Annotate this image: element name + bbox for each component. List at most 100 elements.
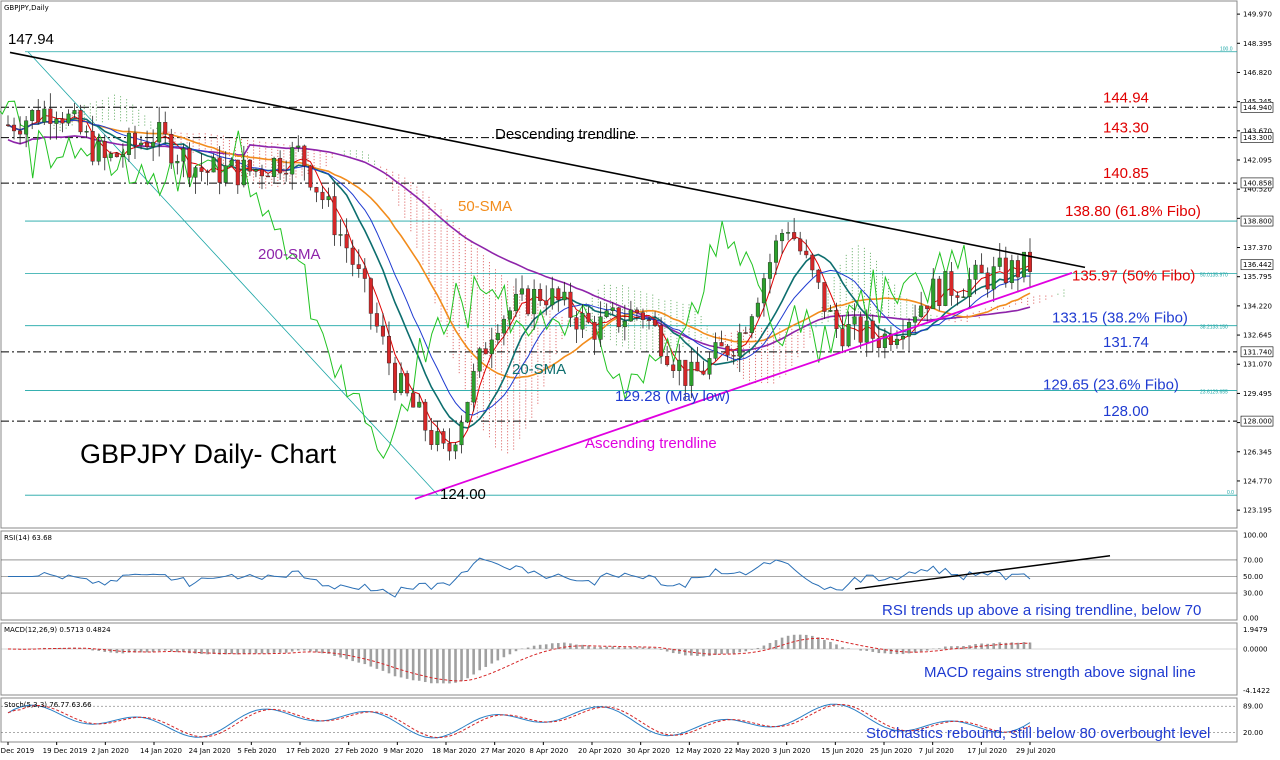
candle-bear [568, 291, 573, 318]
candle-bull [223, 165, 228, 183]
candle-bear [356, 264, 361, 269]
candle-bull [151, 141, 156, 147]
date-tick-label: 9 Mar 2020 [383, 747, 423, 755]
low-label: 124.00 [440, 486, 486, 503]
date-tick-label: 15 Jun 2020 [821, 747, 863, 755]
candle-bull [30, 110, 35, 121]
candle-bear [798, 238, 803, 252]
rsi-tick-label: 100.00 [1243, 532, 1268, 540]
candle-bear [659, 325, 664, 357]
rsi-label: RSI(14) 63.68 [4, 534, 52, 542]
candle-bear [955, 295, 960, 298]
candle-bull [66, 113, 71, 124]
candle-bull [181, 148, 186, 162]
date-tick-label: 5 Feb 2020 [237, 747, 276, 755]
candle-bear [205, 171, 210, 173]
candle-bear [743, 332, 748, 334]
date-tick-label: 12 May 2020 [675, 747, 721, 755]
candle-bull [477, 348, 482, 372]
candle-bear [308, 165, 313, 188]
candle-bull [1021, 251, 1026, 278]
kijun-line [7, 119, 1031, 416]
candle-bear [834, 309, 839, 330]
candle-bull [767, 262, 772, 279]
price-box [1240, 259, 1274, 271]
candle-bull [139, 142, 144, 146]
candle-bull [453, 444, 458, 452]
ascending-trendline [414, 272, 1073, 500]
candle-bull [894, 338, 899, 345]
fib-tag: 38.2133.150 [1200, 325, 1228, 331]
candle-bear [266, 175, 271, 178]
macd-signal-line [7, 637, 1031, 682]
candle-bull [507, 310, 512, 320]
candle-bear [816, 269, 821, 283]
candle-bear [302, 145, 307, 167]
descending-label: Descending trendline [495, 126, 636, 143]
candle-bear [665, 356, 670, 366]
candle-bear [411, 392, 416, 408]
candle-bear [145, 142, 150, 147]
candle-bear [544, 300, 549, 306]
candle-bull [338, 234, 343, 236]
level-label: 135.97 (50% Fibo) [1072, 267, 1195, 284]
price-tick-label: 146.820 [1243, 69, 1272, 77]
candle-bear [386, 336, 391, 364]
level-label: 128.00 [1103, 403, 1149, 420]
candle-bear [538, 289, 543, 301]
candle-bull [931, 278, 936, 310]
sma20-label: 20-SMA [512, 361, 566, 378]
candle-bull [846, 324, 851, 347]
macd-panel-frame [0, 622, 1238, 696]
candle-bear [12, 124, 17, 132]
sma200-line [7, 135, 1031, 352]
candle-bull [973, 264, 978, 280]
candle-bear [344, 234, 349, 249]
price-box-label: 138.800 [1243, 218, 1272, 226]
candle-bull [707, 358, 712, 375]
candle-bear [199, 167, 204, 172]
level-label: 133.15 (38.2% Fibo) [1052, 310, 1188, 327]
candle-bull [774, 240, 779, 263]
sma200-label: 200-SMA [258, 246, 321, 263]
candle-bear [683, 359, 688, 386]
chart-title: GBPJPY Daily- Chart [80, 439, 337, 469]
candle-bull [465, 401, 470, 423]
price-tick-label: 140.520 [1243, 186, 1272, 194]
stoch-panel-frame [0, 697, 1238, 743]
candle-bear [810, 254, 815, 271]
price-box [1240, 177, 1274, 189]
candle-bear [405, 373, 410, 394]
candle-bull [901, 336, 906, 340]
candle-bull [108, 153, 113, 158]
candle-bear [60, 118, 65, 124]
candle-bear [725, 345, 730, 356]
symbol-label: GBPJPY,Daily [4, 4, 49, 12]
date-tick-label: 22 May 2020 [724, 747, 770, 755]
candle-bull [677, 359, 682, 371]
fib-tag: 0.0 [1227, 490, 1234, 496]
price-tick-label: 134.220 [1243, 302, 1272, 310]
price-axis: 149.970148.395146.820145.245143.670142.0… [1237, 11, 1274, 515]
candle-bear [1027, 251, 1032, 272]
candle-bull [290, 147, 295, 175]
descending-trendline [9, 51, 1086, 269]
candle-bull [211, 157, 216, 173]
candle-bear [350, 247, 355, 265]
candle-bear [235, 159, 240, 186]
fib-tag: 23.6129.655 [1200, 390, 1228, 396]
candle-bear [701, 370, 706, 375]
candle-bull [689, 361, 694, 386]
candle-bear [695, 361, 700, 372]
candle-bull [737, 332, 742, 357]
candle-bull [501, 318, 506, 334]
sma50-line [7, 119, 1031, 379]
candle-bear [284, 172, 289, 175]
price-tick-label: 148.395 [1243, 40, 1272, 48]
candle-bull [471, 370, 476, 403]
candle-bull [550, 288, 555, 306]
price-tick-label: 132.645 [1243, 332, 1272, 340]
candle-bear [792, 232, 797, 240]
chikou-line [0, 100, 971, 460]
